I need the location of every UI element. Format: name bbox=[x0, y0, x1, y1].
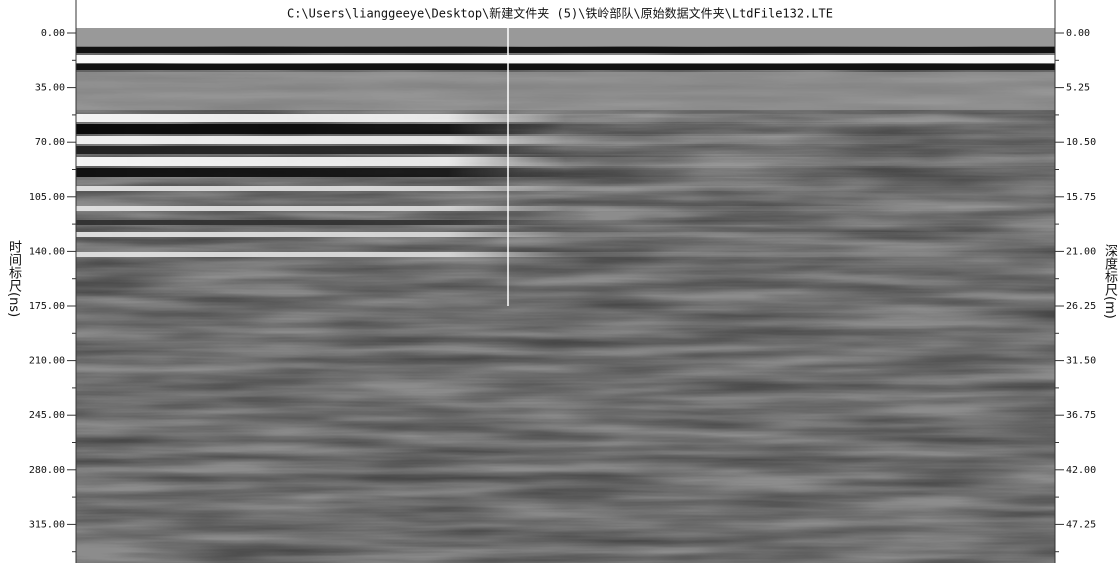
reflection-band bbox=[76, 114, 1055, 122]
right-tick-label: 10.50 bbox=[1066, 137, 1096, 148]
right-tick-label: 36.75 bbox=[1066, 410, 1096, 421]
reflection-band bbox=[76, 157, 1055, 166]
right-tick-label: 47.25 bbox=[1066, 519, 1096, 530]
radargram-view: C:\Users\lianggeeye\Desktop\新建文件夹 (5)\铁岭… bbox=[0, 0, 1120, 563]
right-tick-label: 5.25 bbox=[1066, 83, 1090, 94]
reflection-band bbox=[76, 206, 1055, 211]
reflection-band bbox=[76, 186, 1055, 191]
reflection-band bbox=[76, 220, 1055, 225]
right-tick-label: 15.75 bbox=[1066, 192, 1096, 203]
left-tick-label: 315.00 bbox=[29, 519, 65, 530]
right-tick-label: 21.00 bbox=[1066, 246, 1096, 257]
surface-band bbox=[76, 28, 1055, 46]
left-tick-label: 35.00 bbox=[35, 83, 65, 94]
page: C:\Users\lianggeeye\Desktop\新建文件夹 (5)\铁岭… bbox=[0, 0, 1120, 563]
left-tick-label: 210.00 bbox=[29, 356, 65, 367]
reflection-band bbox=[76, 252, 1055, 257]
reflection-band bbox=[76, 64, 1055, 70]
reflection-band bbox=[76, 168, 1055, 177]
radargram-noise-light bbox=[76, 31, 1055, 563]
left-tick-label: 175.00 bbox=[29, 301, 65, 312]
reflection-band bbox=[76, 136, 1055, 144]
left-tick-label: 0.00 bbox=[41, 28, 65, 39]
file-path-title: C:\Users\lianggeeye\Desktop\新建文件夹 (5)\铁岭… bbox=[287, 6, 833, 21]
right-tick-label: 26.25 bbox=[1066, 301, 1096, 312]
left-tick-label: 70.00 bbox=[35, 137, 65, 148]
left-tick-label: 105.00 bbox=[29, 192, 65, 203]
right-tick-label: 42.00 bbox=[1066, 465, 1096, 476]
reflection-band bbox=[76, 47, 1055, 53]
right-tick-label: 0.00 bbox=[1066, 28, 1090, 39]
reflection-band bbox=[76, 72, 1055, 110]
reflection-band bbox=[76, 124, 1055, 134]
reflection-band bbox=[76, 146, 1055, 154]
right-tick-label: 31.50 bbox=[1066, 356, 1096, 367]
left-axis-label: 时间标尺(ns) bbox=[4, 240, 23, 317]
left-tick-label: 280.00 bbox=[29, 465, 65, 476]
left-tick-label: 140.00 bbox=[29, 246, 65, 257]
reflection-band bbox=[76, 55, 1055, 63]
right-axis-label: 深度标尺(m) bbox=[1100, 244, 1119, 319]
left-tick-label: 245.00 bbox=[29, 410, 65, 421]
reflection-band bbox=[76, 232, 1055, 237]
